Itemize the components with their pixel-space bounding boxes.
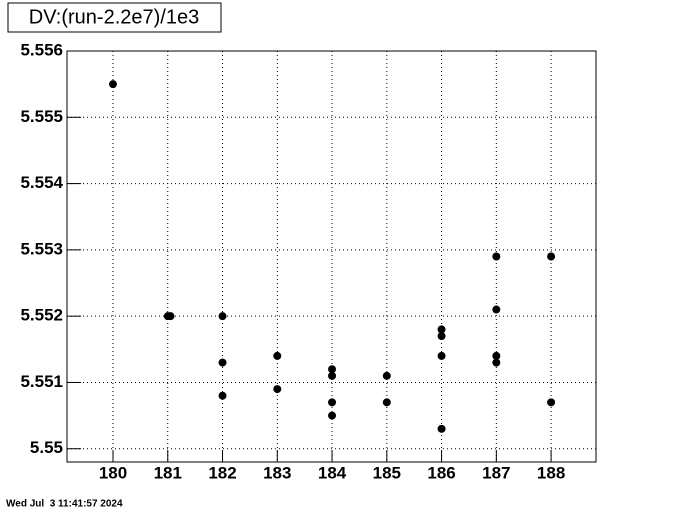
- point: [328, 365, 337, 374]
- point: [492, 351, 501, 360]
- y-tick-label: 5.554: [20, 173, 63, 192]
- point: [328, 371, 337, 380]
- point: [382, 371, 391, 380]
- x-tick-label: 181: [154, 463, 182, 482]
- point: [166, 312, 175, 321]
- point: [109, 80, 117, 89]
- point: [328, 411, 337, 420]
- point: [273, 385, 282, 394]
- x-tick-label: 186: [427, 463, 455, 482]
- point: [492, 305, 501, 314]
- y-tick-label: 5.551: [20, 372, 63, 391]
- point: [437, 351, 446, 360]
- y-tick-label: 5.55: [30, 438, 63, 457]
- point: [492, 252, 501, 261]
- point: [437, 332, 446, 341]
- x-tick-label: 180: [99, 463, 127, 482]
- x-tick-label: 183: [263, 463, 291, 482]
- y-tick-label: 5.556: [20, 40, 63, 59]
- y-tick-label: 5.552: [20, 306, 63, 325]
- point: [547, 252, 556, 261]
- point: [382, 398, 391, 407]
- x-tick-label: 188: [537, 463, 565, 482]
- point: [437, 325, 446, 334]
- point: [218, 312, 227, 321]
- x-tick-label: 187: [482, 463, 510, 482]
- point: [547, 398, 556, 407]
- y-tick-label: 5.553: [20, 239, 63, 258]
- point: [328, 398, 337, 407]
- point: [492, 358, 501, 367]
- x-tick-label: 182: [208, 463, 236, 482]
- title-box: [7, 2, 222, 33]
- timestamp: Wed Jul 3 11:41:57 2024: [6, 499, 123, 510]
- point: [218, 391, 227, 400]
- point: [437, 424, 446, 433]
- point: [218, 358, 227, 367]
- point: [273, 351, 282, 360]
- x-tick-label: 185: [373, 463, 401, 482]
- x-tick-label: 184: [318, 463, 347, 482]
- chart-title: DV:(run-2.2e7)/1e3: [29, 6, 199, 28]
- y-tick-label: 5.555: [20, 107, 63, 126]
